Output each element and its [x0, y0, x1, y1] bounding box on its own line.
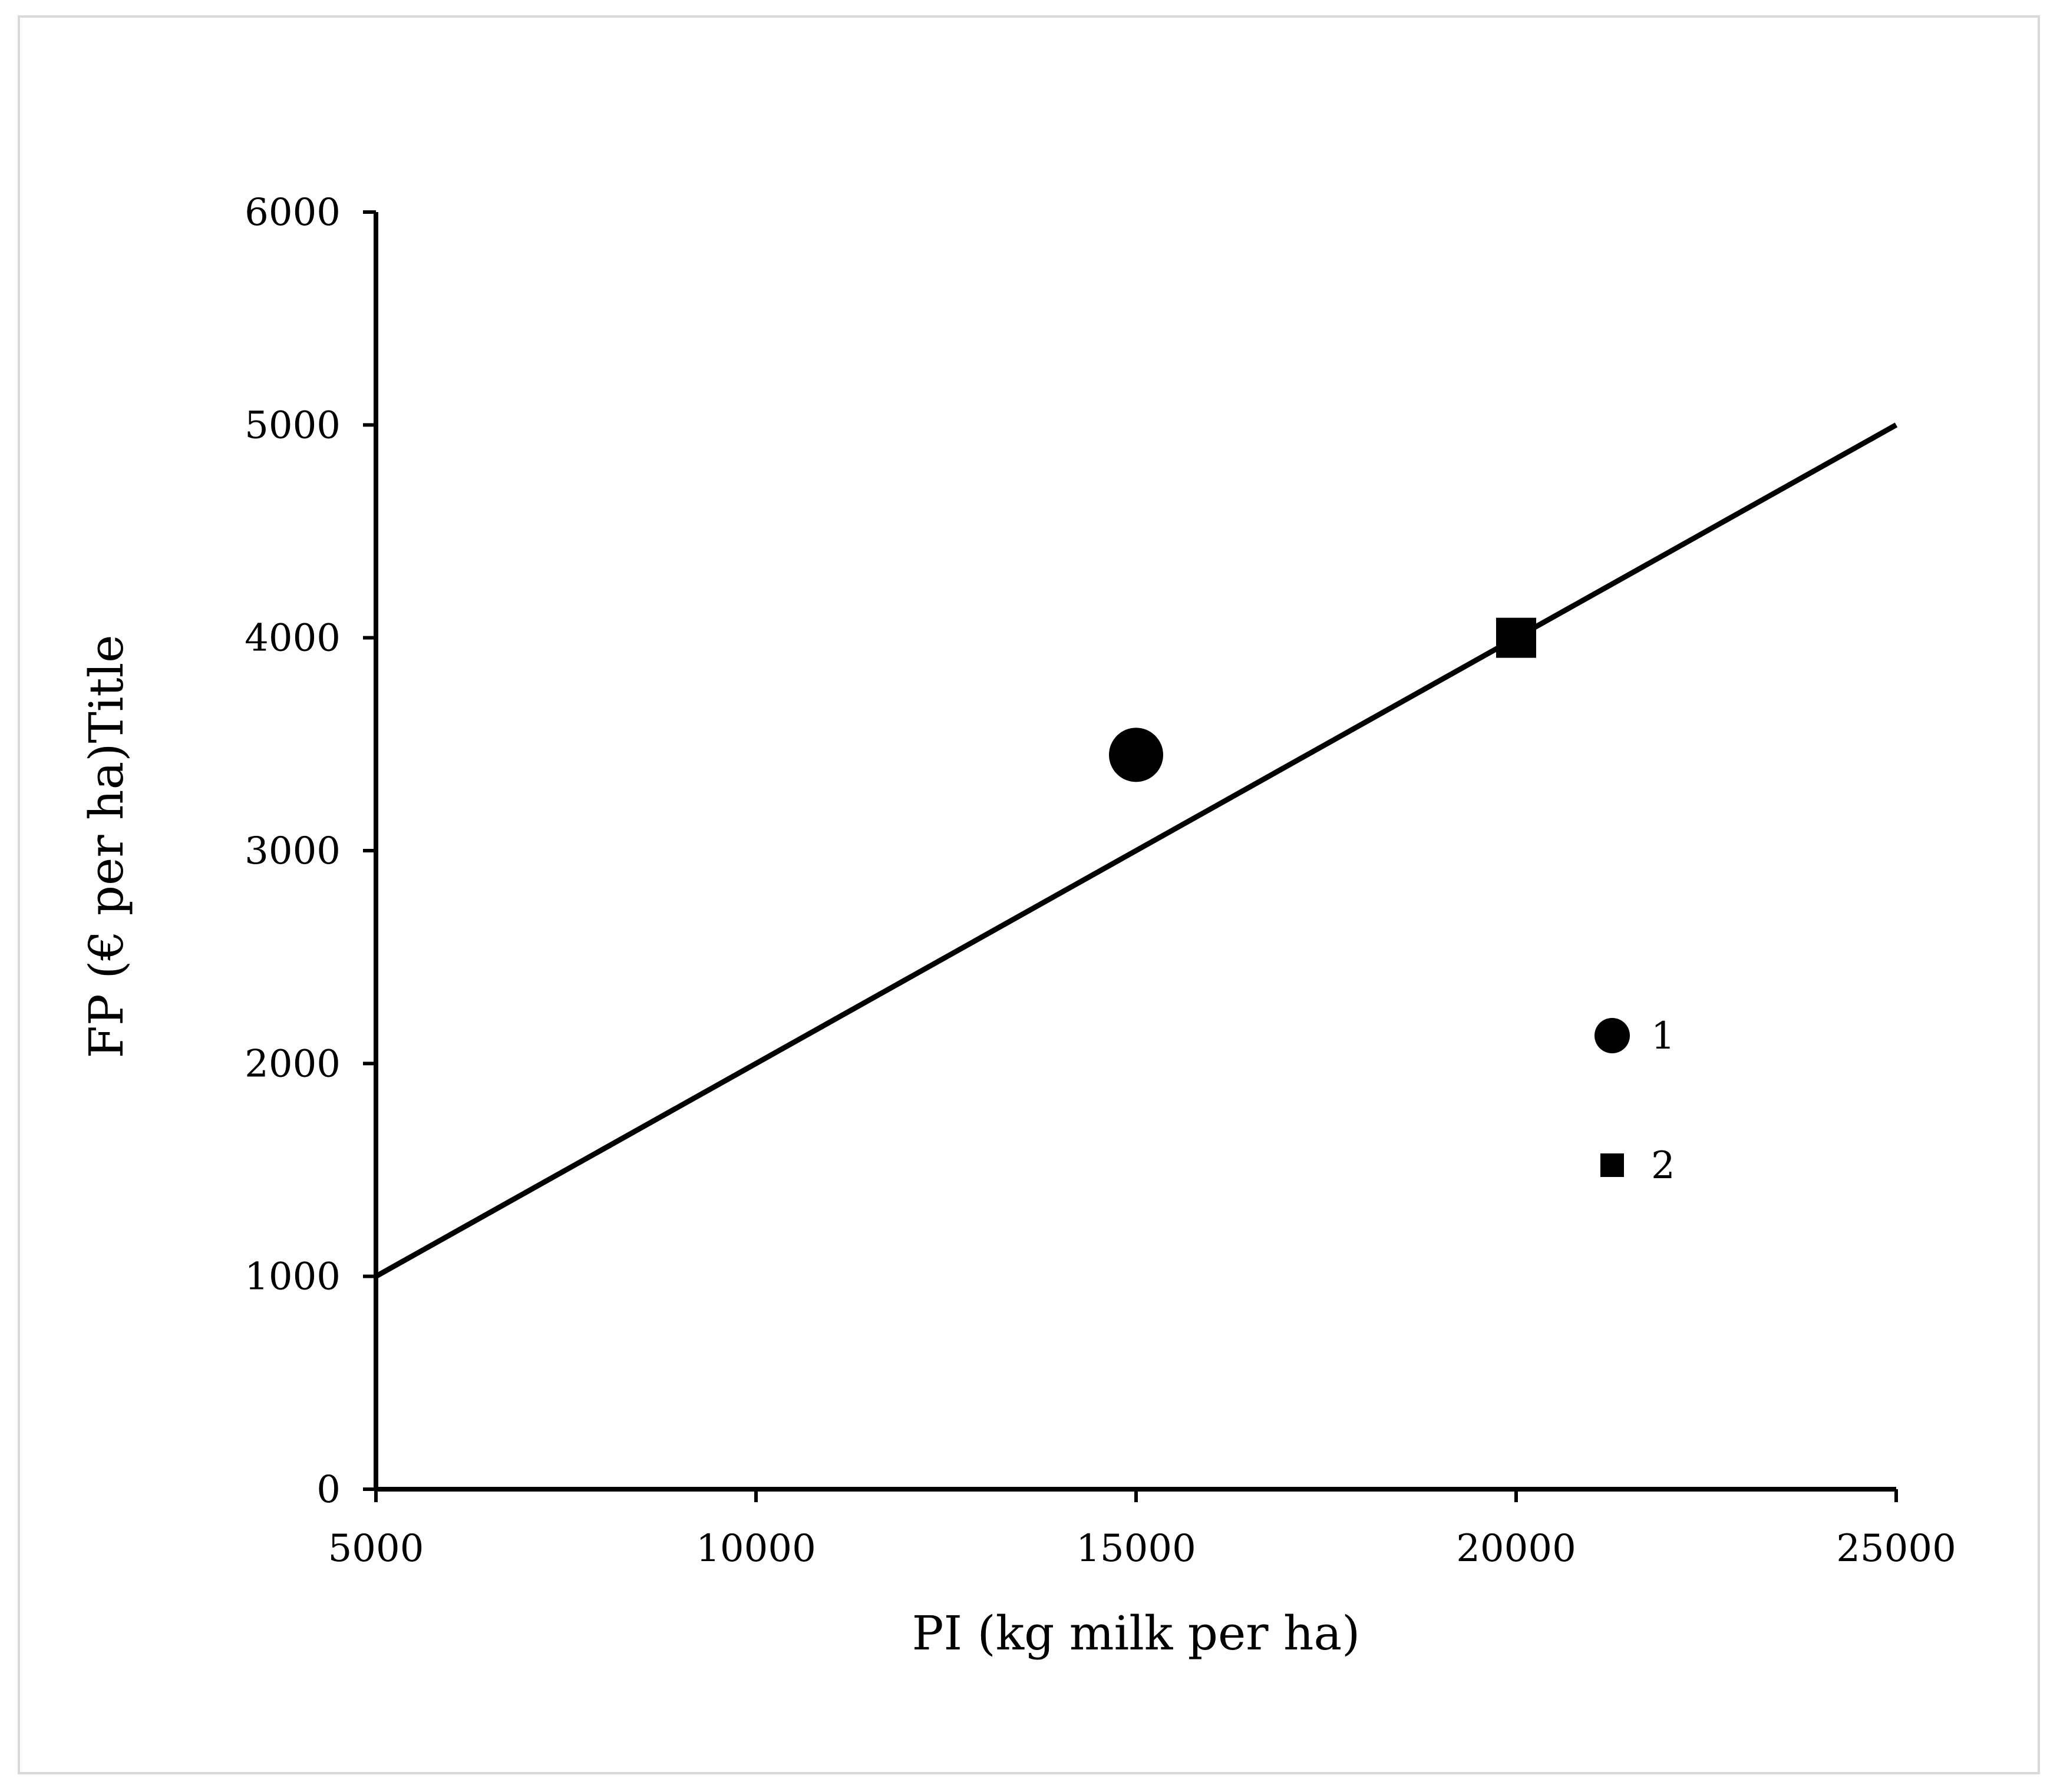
fit-line: [374, 422, 1898, 1279]
y-ticks: 0 1000 2000 3000 4000 5000 6000: [245, 191, 376, 1512]
x-axis-title: PI (kg milk per ha): [912, 1606, 1361, 1661]
y-axis-title: FP (€ per ha)Title: [79, 635, 134, 1059]
data-markers: [1109, 617, 1536, 782]
x-tick-label: 15000: [1076, 1527, 1196, 1571]
legend-square-icon: [1600, 1153, 1624, 1177]
x-tick-label: 5000: [328, 1527, 424, 1571]
y-tick-label: 3000: [245, 829, 341, 873]
y-tick-label: 2000: [245, 1042, 341, 1086]
plot-area: 5000 10000 15000 20000 25000 010002000300040…: [245, 191, 1956, 1571]
legend-label: 1: [1651, 1014, 1675, 1058]
x-ticks: 5000 10000 15000 20000 25000: [328, 1489, 1956, 1571]
x-tick-label: 25000: [1836, 1527, 1956, 1571]
y-tick-label: 4000: [245, 617, 341, 660]
data-point-square: [1496, 617, 1536, 658]
fit-line-group: [374, 422, 1898, 1279]
x-tick-label: 10000: [696, 1527, 816, 1571]
x-tick-label: 20000: [1456, 1527, 1576, 1571]
y-tick-label: 5000: [245, 404, 341, 447]
y-tick-label: 6000: [245, 191, 341, 234]
data-point-circle: [1109, 728, 1163, 782]
legend-circle-icon: [1594, 1018, 1630, 1053]
y-tick-label: 1000: [245, 1255, 341, 1299]
y-tick-label: 0: [316, 1468, 341, 1512]
legend-item: 2: [1600, 1144, 1675, 1188]
legend-item: 1: [1594, 1014, 1675, 1058]
legend: 12: [1594, 1014, 1675, 1188]
legend-label: 2: [1651, 1144, 1675, 1188]
figure-frame: [18, 15, 2040, 1774]
